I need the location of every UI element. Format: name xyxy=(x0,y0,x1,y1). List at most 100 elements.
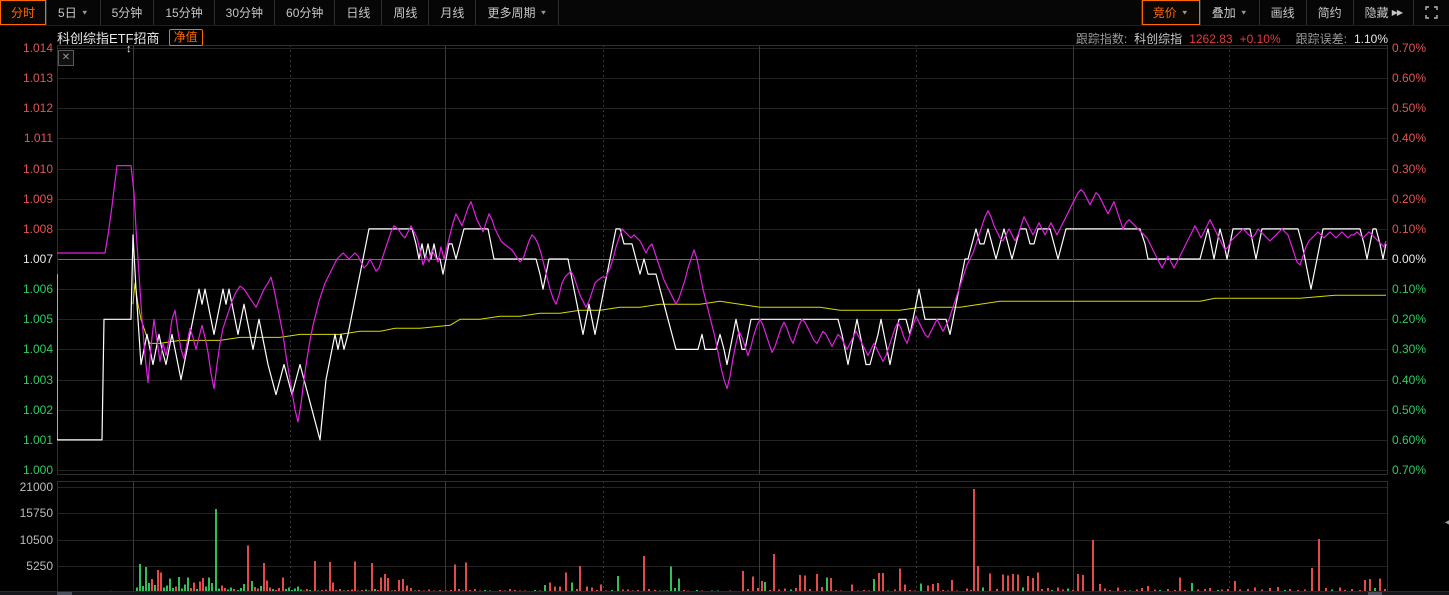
toolbar-right-buttons: 竞价 ▼ 叠加 ▼ 画线 简约 隐藏 ▶▶ xyxy=(1140,0,1449,25)
percent-axis-label: 0.30% xyxy=(1392,342,1427,356)
volume-gridlines xyxy=(57,481,1388,593)
price-axis-label: 1.000 xyxy=(22,463,53,477)
price-axis-label: 1.004 xyxy=(22,342,53,356)
scrollbar-thumb-right[interactable] xyxy=(1368,592,1382,595)
percent-axis-label: 0.40% xyxy=(1392,373,1427,387)
tab-more-periods[interactable]: 更多周期 ▼ xyxy=(476,0,560,25)
index-value: 1262.83 xyxy=(1189,31,1233,46)
tracking-index-name: 科创综指 xyxy=(1134,32,1183,46)
overlay-label: 叠加 xyxy=(1211,6,1236,20)
auction-button[interactable]: 竞价 ▼ xyxy=(1140,0,1200,25)
price-axis-label: 1.010 xyxy=(22,162,53,176)
tab-intraday-label: 分时 xyxy=(11,6,36,20)
volume-axis-label: 15750 xyxy=(19,506,53,520)
percent-axis-label: 0.20% xyxy=(1392,312,1427,326)
volume-axis-label: 10500 xyxy=(19,533,53,547)
auction-label: 竞价 xyxy=(1152,6,1177,20)
simple-mode-label: 简约 xyxy=(1317,6,1342,20)
chevron-down-icon: ▼ xyxy=(1239,8,1248,17)
price-axis-label: 1.005 xyxy=(22,312,53,326)
price-gridlines xyxy=(57,45,1388,475)
tab-5min-label: 5分钟 xyxy=(111,6,143,20)
tab-15min-label: 15分钟 xyxy=(165,6,203,20)
index-change: +0.10% xyxy=(1239,31,1281,46)
series-科创综指(折算) xyxy=(57,164,1387,423)
price-axis-label: 1.006 xyxy=(22,282,53,296)
hide-label: 隐藏 xyxy=(1364,6,1389,20)
tab-weekly-label: 周线 xyxy=(393,6,418,20)
draw-line-label: 画线 xyxy=(1270,6,1295,20)
percent-axis-label: 0.00% xyxy=(1392,252,1427,266)
chevron-down-icon: ▼ xyxy=(539,8,548,17)
tab-60min-label: 60分钟 xyxy=(286,6,324,20)
instrument-title: 科创综指ETF招商 xyxy=(57,31,160,46)
chevron-down-icon: ▼ xyxy=(1180,8,1189,17)
tab-15min[interactable]: 15分钟 xyxy=(154,0,215,25)
percent-axis-label: 0.70% xyxy=(1392,41,1427,55)
tracking-info: 跟踪指数: 科创综指 1262.83 +0.10% 跟踪误差: 1.10% xyxy=(1076,30,1388,47)
price-axis-label: 1.014 xyxy=(22,41,53,55)
price-pane[interactable] xyxy=(57,45,1388,475)
volume-chart-svg xyxy=(57,481,1388,593)
pane-resize-handle[interactable]: ◄ xyxy=(1443,517,1449,527)
price-chart-svg xyxy=(57,45,1388,475)
tab-5day-label: 5日 xyxy=(58,6,77,20)
volume-axis-label: 5250 xyxy=(26,559,53,573)
close-icon[interactable]: ✕ xyxy=(58,50,74,66)
double-arrow-icon: ▶▶ xyxy=(1391,8,1403,17)
percent-axis-label: 0.30% xyxy=(1392,162,1427,176)
period-tabs: 分时 5日 ▼ 5分钟 15分钟 30分钟 60分钟 日线 周线 月线 更多周期 ▼ xyxy=(0,0,560,25)
tab-5day[interactable]: 5日 ▼ xyxy=(47,0,101,25)
price-axis-label: 1.011 xyxy=(23,131,53,145)
updown-arrow-icon[interactable]: ↕ xyxy=(126,43,132,55)
nav-badge[interactable]: 净值 xyxy=(168,29,203,46)
price-axis-label: 1.013 xyxy=(22,71,53,85)
price-axis-label: 1.009 xyxy=(22,192,53,206)
price-axis-label: 1.012 xyxy=(22,101,53,115)
price-axis-label: 1.003 xyxy=(22,373,53,387)
percent-axis-label: 0.50% xyxy=(1392,403,1427,417)
tracking-index-label: 跟踪指数: xyxy=(1075,32,1128,46)
percent-axis-label: 0.40% xyxy=(1392,131,1427,145)
tab-intraday[interactable]: 分时 xyxy=(0,0,48,25)
hide-button[interactable]: 隐藏 ▶▶ xyxy=(1352,0,1413,25)
period-toolbar: 分时 5日 ▼ 5分钟 15分钟 30分钟 60分钟 日线 周线 月线 更多周期 ▼ 竞价 ▼ 叠加 ▼ 画线… xyxy=(0,0,1449,26)
tracking-error-label: 跟踪误差: xyxy=(1295,32,1347,46)
scrollbar-thumb-left[interactable] xyxy=(57,592,72,595)
volume-pane[interactable] xyxy=(57,481,1388,593)
tab-monthly-label: 月线 xyxy=(440,6,465,20)
price-axis-label: 1.008 xyxy=(22,222,53,236)
series-价格 xyxy=(57,228,1387,441)
tab-monthly[interactable]: 月线 xyxy=(429,0,477,25)
price-axis-label: 1.002 xyxy=(22,403,53,417)
percent-axis-label: 0.10% xyxy=(1392,222,1427,236)
percent-axis-label: 0.10% xyxy=(1392,282,1427,296)
tab-60min[interactable]: 60分钟 xyxy=(275,0,336,25)
fullscreen-button[interactable] xyxy=(1413,0,1449,25)
chart-header: 科创综指ETF招商 净值 xyxy=(57,28,203,47)
tracking-error-value: 1.10% xyxy=(1353,31,1388,46)
percent-axis-label: 0.60% xyxy=(1392,71,1427,85)
overlay-button[interactable]: 叠加 ▼ xyxy=(1199,0,1259,25)
draw-line-button[interactable]: 画线 xyxy=(1258,0,1306,25)
price-axis-label: 1.001 xyxy=(22,433,53,447)
tab-weekly[interactable]: 周线 xyxy=(382,0,430,25)
chevron-down-icon: ▼ xyxy=(80,8,89,17)
tab-more-periods-label: 更多周期 xyxy=(487,6,536,20)
tab-daily-label: 日线 xyxy=(346,6,371,20)
fullscreen-icon xyxy=(1425,6,1438,19)
simple-mode-button[interactable]: 简约 xyxy=(1305,0,1353,25)
percent-axis-label: 0.50% xyxy=(1392,101,1427,115)
volume-axis-label: 21000 xyxy=(19,480,53,494)
price-axis-label: 1.007 xyxy=(22,252,53,266)
percent-axis-label: 0.70% xyxy=(1392,463,1427,477)
percent-axis-label: 0.60% xyxy=(1392,433,1427,447)
percent-axis-label: 0.20% xyxy=(1392,192,1427,206)
tab-5min[interactable]: 5分钟 xyxy=(101,0,155,25)
volume-bars xyxy=(110,489,1386,593)
horizontal-scrollbar[interactable] xyxy=(0,591,1449,595)
tab-30min[interactable]: 30分钟 xyxy=(215,0,276,25)
tab-30min-label: 30分钟 xyxy=(225,6,264,20)
tab-daily[interactable]: 日线 xyxy=(335,0,383,25)
